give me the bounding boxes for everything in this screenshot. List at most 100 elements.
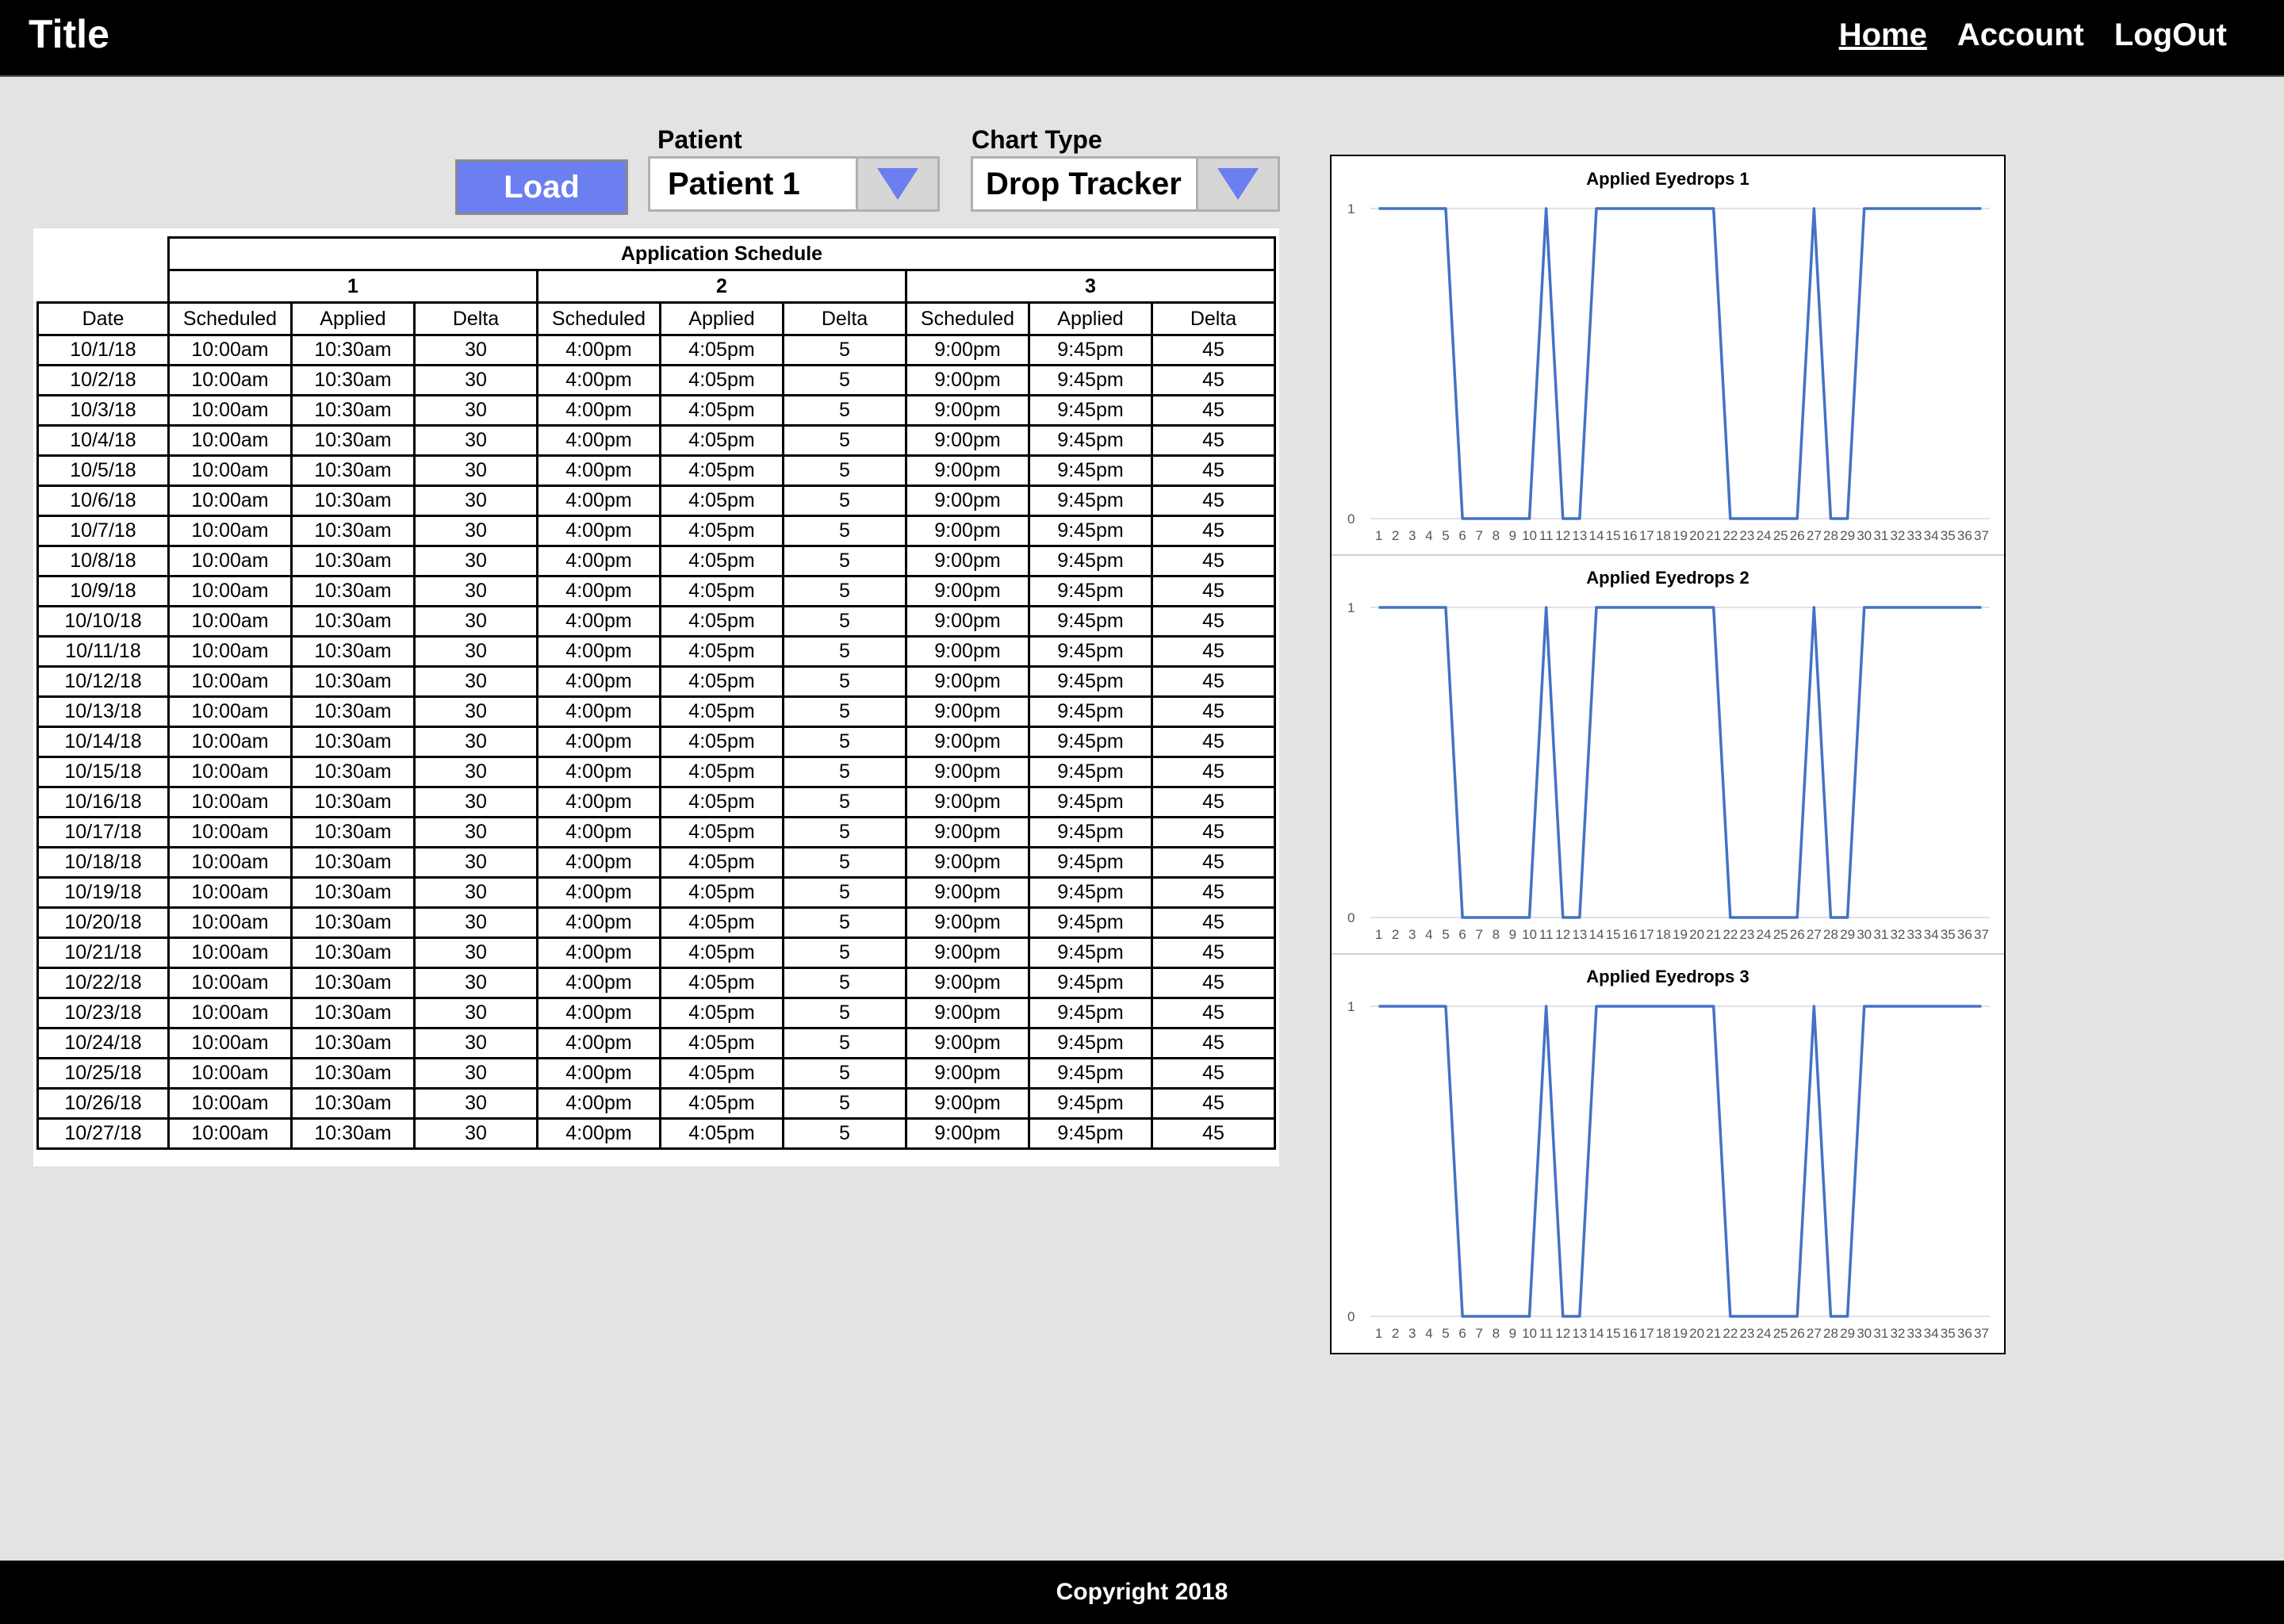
table-cell: 5: [782, 1117, 907, 1150]
x-tick-label: 3: [1408, 927, 1416, 942]
table-cell: 9:00pm: [905, 967, 1030, 999]
table-cell: 10:00am: [167, 726, 293, 758]
chart-type-dropdown-button[interactable]: [1196, 159, 1278, 209]
x-tick-label: 34: [1924, 1326, 1939, 1341]
x-tick-label: 10: [1522, 528, 1537, 543]
x-tick-label: 2: [1392, 1326, 1399, 1341]
table-row: 10/18/18 10:00am 10:30am 30 4:00pm 4:05pm 5 9:0…: [36, 846, 1276, 879]
table-cell: 9:00pm: [905, 816, 1030, 848]
x-tick-label: 9: [1509, 927, 1516, 942]
x-tick-label: 30: [1857, 528, 1872, 543]
table-cell: 10:00am: [167, 906, 293, 939]
x-tick-label: 27: [1807, 927, 1822, 942]
column-header-row: Date Scheduled Applied Delta Scheduled Applie…: [36, 301, 1276, 336]
column-header: Scheduled: [905, 301, 1030, 336]
table-cell: 10:30am: [290, 364, 416, 396]
table-cell: 4:00pm: [536, 936, 661, 969]
table-cell: 10:30am: [290, 575, 416, 607]
table-cell: 4:00pm: [536, 485, 661, 517]
x-tick-label: 29: [1840, 927, 1855, 942]
table-cell: 30: [413, 726, 538, 758]
table-cell: 10:30am: [290, 1117, 416, 1150]
x-tick-label: 5: [1442, 927, 1449, 942]
x-tick-label: 1: [1375, 528, 1382, 543]
date-cell: 10/22/18: [36, 967, 170, 999]
load-button[interactable]: Load: [455, 159, 628, 215]
table-cell: 45: [1151, 997, 1276, 1029]
nav-home-link[interactable]: Home: [1838, 17, 1927, 52]
date-cell: 10/15/18: [36, 756, 170, 788]
table-cell: 10:00am: [167, 394, 293, 427]
x-tick-label: 23: [1739, 1326, 1754, 1341]
table-cell: 4:00pm: [536, 515, 661, 547]
x-tick-label: 11: [1539, 528, 1554, 543]
chart-title: Applied Eyedrops 1: [1586, 169, 1749, 189]
table-cell: 9:45pm: [1028, 605, 1153, 638]
date-cell: 10/1/18: [36, 334, 170, 366]
application-schedule-table: Application Schedule 1 2 3 Date Scheduled…: [36, 236, 1276, 1150]
table-cell: 30: [413, 454, 538, 487]
x-tick-label: 7: [1475, 927, 1482, 942]
nav-logout-link[interactable]: LogOut: [2113, 17, 2227, 52]
table-cell: 45: [1151, 334, 1276, 366]
table-cell: 5: [782, 695, 907, 728]
x-tick-label: 36: [1957, 1326, 1972, 1341]
table-cell: 30: [413, 635, 538, 668]
corner-blank: [38, 238, 169, 270]
table-cell: 9:00pm: [905, 756, 1030, 788]
table-cell: 4:05pm: [659, 454, 784, 487]
table-cell: 4:00pm: [536, 394, 661, 427]
table-cell: 9:00pm: [905, 545, 1030, 577]
chart-type-select[interactable]: Drop Tracker: [971, 156, 1280, 212]
chart-panel: Applied Eyedrops 1 0 1 1 2 3 4 5 6 7 8 9 10 11 12 13 14 1…: [1330, 155, 2006, 1354]
patient-dropdown-button[interactable]: [856, 159, 937, 209]
table-cell: 10:30am: [290, 695, 416, 728]
table-cell: 4:00pm: [536, 635, 661, 668]
x-tick-label: 25: [1773, 528, 1788, 543]
x-tick-label: 3: [1408, 528, 1416, 543]
table-cell: 10:30am: [290, 786, 416, 818]
table-cell: 5: [782, 515, 907, 547]
date-cell: 10/2/18: [36, 364, 170, 396]
x-tick-label: 6: [1458, 528, 1466, 543]
table-cell: 4:00pm: [536, 997, 661, 1029]
table-cell: 9:45pm: [1028, 1057, 1153, 1090]
table-cell: 10:30am: [290, 756, 416, 788]
table-cell: 4:05pm: [659, 967, 784, 999]
table-cell: 10:30am: [290, 545, 416, 577]
x-tick-label: 31: [1873, 1326, 1888, 1341]
table-cell: 10:30am: [290, 1087, 416, 1120]
x-tick-label: 15: [1606, 1326, 1621, 1341]
table-cell: 4:05pm: [659, 846, 784, 879]
table-row: 10/19/18 10:00am 10:30am 30 4:00pm 4:05pm 5 9:0…: [36, 876, 1276, 909]
table-cell: 5: [782, 485, 907, 517]
table-row: 10/1/18 10:00am 10:30am 30 4:00pm 4:05pm 5 9:00…: [36, 334, 1276, 366]
table-row: 10/6/18 10:00am 10:30am 30 4:00pm 4:05pm 5 9:00…: [36, 485, 1276, 517]
table-cell: 10:30am: [290, 424, 416, 457]
table-cell: 5: [782, 1087, 907, 1120]
nav-account-link[interactable]: Account: [1956, 17, 2084, 52]
x-tick-label: 16: [1623, 927, 1638, 942]
table-cell: 10:00am: [167, 936, 293, 969]
x-tick-label: 25: [1773, 927, 1788, 942]
chart-type-select-value: Drop Tracker: [986, 166, 1182, 201]
table-cell: 9:45pm: [1028, 364, 1153, 396]
table-cell: 4:00pm: [536, 364, 661, 396]
table-cell: 10:00am: [167, 1087, 293, 1120]
table-row: 10/10/18 10:00am 10:30am 30 4:00pm 4:05pm 5 9:0…: [36, 605, 1276, 638]
table-cell: 45: [1151, 876, 1276, 909]
table-cell: 9:45pm: [1028, 756, 1153, 788]
x-tick-label: 18: [1656, 1326, 1671, 1341]
table-cell: 45: [1151, 906, 1276, 939]
x-tick-label: 28: [1823, 528, 1838, 543]
chart-title: Applied Eyedrops 3: [1586, 967, 1749, 986]
table-cell: 30: [413, 997, 538, 1029]
patient-select[interactable]: Patient 1: [648, 156, 940, 212]
date-cell: 10/13/18: [36, 695, 170, 728]
x-tick-label: 7: [1475, 1326, 1482, 1341]
date-cell: 10/6/18: [36, 485, 170, 517]
table-row: 10/25/18 10:00am 10:30am 30 4:00pm 4:05pm 5 9:0…: [36, 1057, 1276, 1090]
table-row: 10/4/18 10:00am 10:30am 30 4:00pm 4:05pm 5 9:00…: [36, 424, 1276, 457]
